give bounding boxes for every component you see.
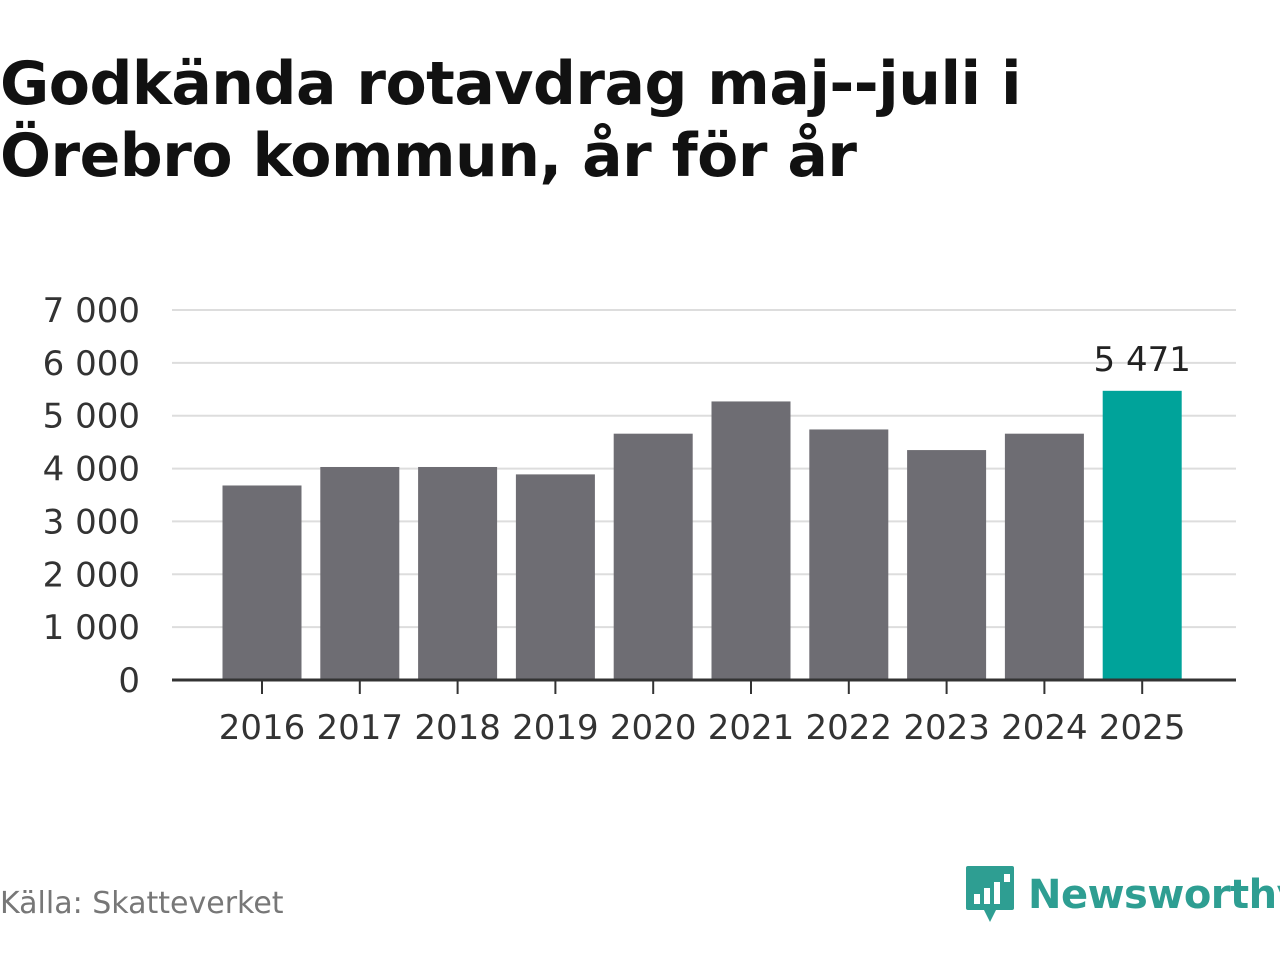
bar: [320, 466, 400, 680]
y-tick-label: 5 000: [43, 397, 140, 437]
x-tick-label: 2021: [708, 708, 795, 748]
y-tick-label: 2 000: [43, 555, 140, 595]
chart-title: Godkända rotavdrag maj--juli i Örebro ko…: [0, 49, 1022, 191]
bar: [418, 466, 498, 680]
bar: [613, 433, 693, 680]
bar-chart: 0 1 000 2 000 3 000 4 000 5 000 6 000 7 000 201…: [43, 291, 1236, 748]
x-tick-label: 2018: [414, 708, 501, 748]
bars: [222, 390, 1182, 680]
source-note: Källa: Skatteverket: [0, 886, 284, 921]
y-tick-label: 3 000: [43, 502, 140, 542]
x-tick-label: 2024: [1001, 708, 1088, 748]
bar: [1102, 390, 1182, 680]
bar: [907, 450, 987, 680]
x-axis: 2016 2017 2018 2019 2020 2021 2022 2023 2024 2025: [172, 678, 1236, 748]
x-tick-label: 2016: [219, 708, 306, 748]
brand-logo: Newsworthy: [964, 864, 1280, 926]
y-tick-label: 7 000: [43, 291, 140, 331]
x-tick-label: 2023: [903, 708, 990, 748]
y-tick-label: 4 000: [43, 450, 140, 490]
x-tick-label: 2020: [610, 708, 697, 748]
x-tick-label: 2017: [317, 708, 404, 748]
brand-name: Newsworthy: [1028, 872, 1280, 918]
y-tick-label: 6 000: [43, 344, 140, 384]
x-tick-label: 2019: [512, 708, 599, 748]
y-tick-label: 0: [118, 661, 140, 701]
newsworthy-logo-icon: [966, 866, 1014, 922]
x-tick-label: 2022: [806, 708, 893, 748]
bar: [711, 401, 791, 680]
data-label: 5 471: [1094, 340, 1191, 380]
y-tick-label: 1 000: [43, 608, 140, 648]
bar: [222, 485, 302, 680]
bar: [809, 429, 889, 680]
y-axis-tick-labels: 0 1 000 2 000 3 000 4 000 5 000 6 000 7 000: [43, 291, 140, 701]
x-tick-label: 2025: [1099, 708, 1186, 748]
bar: [515, 474, 595, 680]
bar: [1004, 433, 1084, 680]
data-labels: 5 471: [1094, 340, 1191, 380]
